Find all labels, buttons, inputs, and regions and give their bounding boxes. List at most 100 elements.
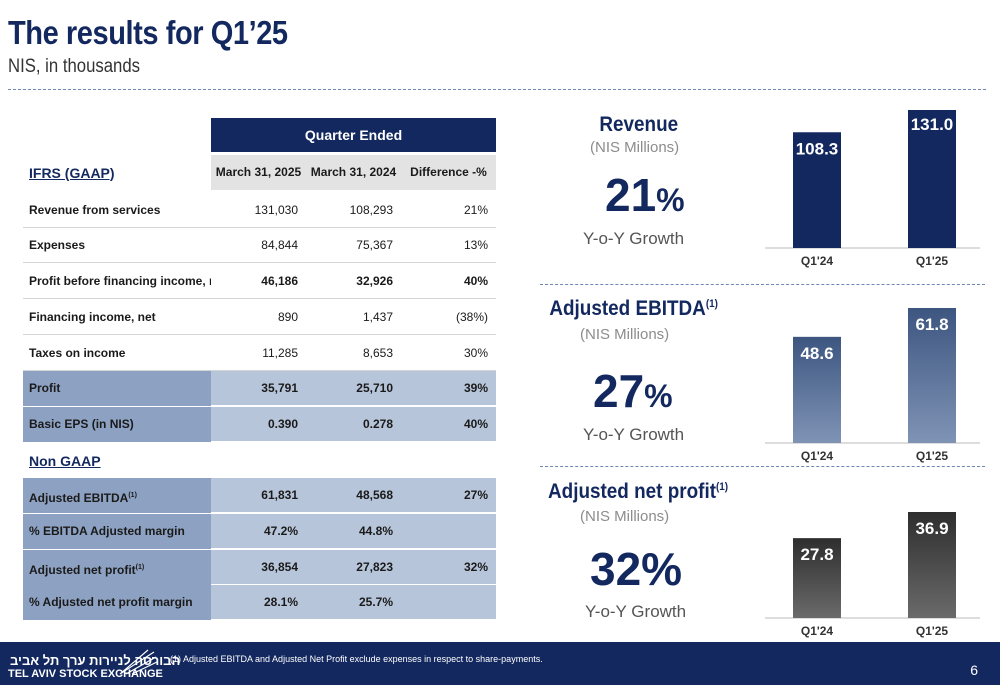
net-profit-chart: 27.8 Q1'24 36.9 Q1'25 <box>760 480 985 640</box>
cell: 27,823 <box>356 560 393 574</box>
cell: 11,285 <box>262 346 298 360</box>
cell: 0.278 <box>362 417 393 431</box>
cell: 40% <box>463 274 488 288</box>
row-label: Taxes on income <box>29 346 126 360</box>
kpi-revenue-unit: (NIS Millions) <box>590 139 680 156</box>
bar-value-label: 108.3 <box>796 139 839 158</box>
table-row: Adjusted EBITDA(1) 61,831 48,568 27% <box>23 477 496 513</box>
cell: 25,710 <box>356 381 393 395</box>
table-row: % Adjusted net profit margin 28.1% 25.7% <box>23 584 496 620</box>
bar-q124 <box>793 538 841 618</box>
x-tick-label: Q1'24 <box>801 624 834 638</box>
x-tick-label: Q1'24 <box>801 449 834 463</box>
table-row: Basic EPS (in NIS) 0.390 0.278 40% <box>23 406 496 442</box>
row-label: Basic EPS (in NIS) <box>23 406 211 442</box>
bar-q124 <box>793 132 841 248</box>
cell: 0.390 <box>267 417 298 431</box>
kpi-divider <box>540 466 985 467</box>
column-header-row: IFRS (GAAP) March 31, 2025 March 31, 202… <box>23 155 496 190</box>
cell: 36,854 <box>261 560 298 574</box>
table-row: Taxes on income 11,285 8,653 30% <box>23 336 496 371</box>
table-row: Revenue from services 131,030 108,293 21… <box>23 193 496 228</box>
cell: 35,791 <box>261 381 298 395</box>
kpi-ebitda-yoy-label: Y-o-Y Growth <box>583 425 685 444</box>
bar-value-label: 131.0 <box>911 115 954 134</box>
kpi-net-profit-unit: (NIS Millions) <box>580 508 670 525</box>
kpi-divider <box>540 284 985 285</box>
header-divider <box>8 89 986 90</box>
cell: 28.1% <box>263 595 298 609</box>
row-label: Revenue from services <box>29 203 161 217</box>
column-header: Difference -% <box>401 155 496 190</box>
x-tick-label: Q1'25 <box>916 624 949 638</box>
kpi-ebitda-growth: 27% <box>593 365 673 417</box>
row-label: Profit <box>23 370 211 406</box>
table-row: Financing income, net 890 1,437 (38%) <box>23 300 496 335</box>
cell: 131,030 <box>254 203 298 217</box>
row-label: Adjusted EBITDA(1) <box>23 477 211 513</box>
bar-value-label: 61.8 <box>915 315 948 334</box>
ebitda-chart: 48.6 Q1'24 61.8 Q1'25 <box>760 300 985 463</box>
cell: 61,831 <box>261 488 298 502</box>
bar-q124 <box>793 336 841 443</box>
revenue-chart: 108.3 Q1'24 131.0 Q1'25 <box>760 110 985 270</box>
cell: 13% <box>463 238 488 252</box>
cell: 47.2% <box>263 524 298 538</box>
cell: 75,367 <box>356 238 393 252</box>
section-non-gaap-label: Non GAAP <box>29 452 101 469</box>
x-tick-label: Q1'25 <box>916 254 949 268</box>
page-title: The results for Q1’25 <box>8 14 288 51</box>
bar-q125 <box>908 308 956 443</box>
footer-bar: הבורסה לניירות ערך תל אביב TEL AVIV STOC… <box>0 642 1000 685</box>
cell: 27% <box>463 488 488 502</box>
kpi-net-profit-yoy-label: Y-o-Y Growth <box>585 602 687 621</box>
tase-logo-icon <box>119 649 158 675</box>
cell: 8,653 <box>362 346 393 360</box>
cell: 108,293 <box>349 203 393 217</box>
table-row: Expenses 84,844 75,367 13% <box>23 228 496 263</box>
cell: 46,186 <box>261 274 298 288</box>
bar-value-label: 48.6 <box>800 344 833 363</box>
row-label: % EBITDA Adjusted margin <box>23 513 211 549</box>
section-ifrs-label: IFRS (GAAP) <box>29 164 115 181</box>
kpi-revenue-growth: 21% <box>605 169 685 221</box>
row-label: Expenses <box>29 238 86 252</box>
cell: 21% <box>463 203 488 217</box>
row-label: Financing income, net <box>29 310 156 324</box>
kpi-ebitda-title: Adjusted EBITDA(1) <box>549 297 718 320</box>
kpi-net-profit-title: Adjusted net profit(1) <box>548 480 729 503</box>
cell: 32% <box>463 560 488 574</box>
kpi-ebitda-unit: (NIS Millions) <box>580 326 670 343</box>
cell: 25.7% <box>358 595 393 609</box>
kpi-net-profit-growth: 32% <box>590 543 683 595</box>
table-row: Adjusted net profit(1) 36,854 27,823 32% <box>23 549 496 585</box>
cell: 39% <box>463 381 488 395</box>
cell: 44.8% <box>358 524 393 538</box>
x-tick-label: Q1'24 <box>801 254 834 268</box>
row-label: Profit before financing income, net <box>29 274 211 288</box>
cell: 1,437 <box>362 310 393 324</box>
footnote: (1) Adjusted EBITDA and Adjusted Net Pro… <box>170 654 543 664</box>
page-subtitle: NIS, in thousands <box>8 56 140 77</box>
cell: (38%) <box>455 310 488 324</box>
bar-value-label: 36.9 <box>915 519 948 538</box>
kpi-revenue-title: Revenue <box>599 113 679 136</box>
page-number: 6 <box>970 662 978 678</box>
x-tick-label: Q1'25 <box>916 449 949 463</box>
row-label: Adjusted net profit(1) <box>23 549 211 585</box>
table-row: Profit before financing income, net 46,1… <box>23 264 496 299</box>
column-header: March 31, 2024 <box>306 155 401 190</box>
section-row: Non GAAP <box>23 443 496 478</box>
cell: 890 <box>277 310 298 324</box>
quarter-ended-header: Quarter Ended <box>211 118 496 152</box>
cell: 48,568 <box>356 488 393 502</box>
kpi-revenue-yoy-label: Y-o-Y Growth <box>583 229 685 248</box>
row-label: % Adjusted net profit margin <box>23 584 211 620</box>
cell: 84,844 <box>261 238 298 252</box>
table-row: Profit 35,791 25,710 39% <box>23 370 496 406</box>
bar-q125 <box>908 512 956 618</box>
bar-q125 <box>908 110 956 248</box>
cell: 30% <box>463 346 488 360</box>
column-header: March 31, 2025 <box>211 155 306 190</box>
logo-hebrew-text: הבורסה לניירות ערך תל אביב <box>10 653 181 668</box>
